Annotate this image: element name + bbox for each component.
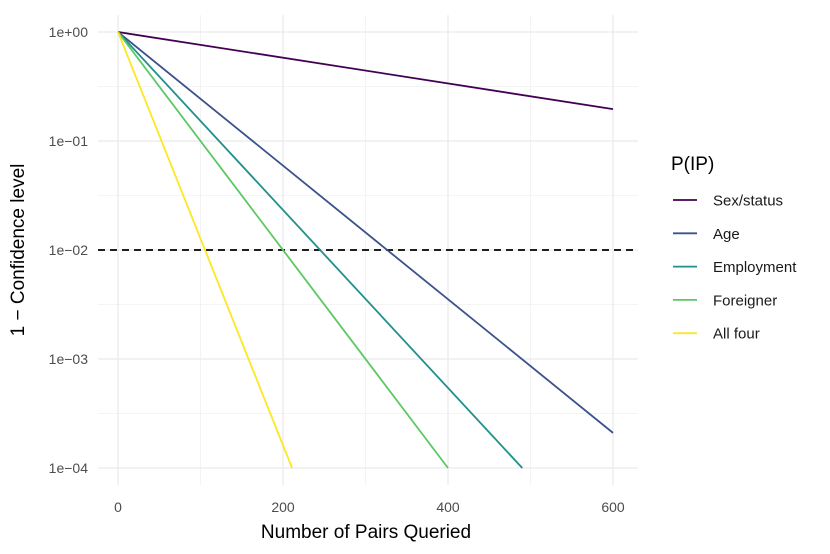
legend-label: Sex/status	[713, 193, 783, 210]
x-tick-label: 400	[436, 499, 460, 515]
minor-gridlines	[98, 15, 638, 485]
x-axis-ticks: 0 200 400 600	[114, 499, 625, 515]
legend-label: All four	[713, 326, 760, 343]
y-tick-label: 1e−01	[49, 133, 89, 149]
legend-label: Foreigner	[713, 292, 777, 309]
legend-label: Employment	[713, 259, 797, 276]
x-tick-label: 600	[601, 499, 625, 515]
y-axis-ticks: 1e+00 1e−01 1e−02 1e−03 1e−04	[49, 24, 89, 476]
y-tick-label: 1e−04	[49, 460, 89, 476]
series-line-sex-status	[117, 31, 614, 111]
y-tick-label: 1e+00	[49, 24, 89, 40]
series-line-foreigner	[117, 31, 449, 469]
y-axis-title: 1 − Confidence level	[8, 164, 29, 337]
legend-title: P(IP)	[671, 154, 714, 175]
series-line-all-four	[117, 31, 293, 469]
legend-label: Age	[713, 226, 740, 243]
y-tick-label: 1e−03	[49, 351, 89, 367]
y-tick-label: 1e−02	[49, 242, 89, 258]
series-line-age	[117, 31, 614, 434]
legend: P(IP) Sex/status Age Employment Foreigner Al…	[671, 154, 797, 343]
x-tick-label: 0	[114, 499, 122, 515]
series-lines	[117, 31, 614, 469]
x-tick-label: 200	[271, 499, 295, 515]
x-axis-title: Number of Pairs Queried	[261, 522, 471, 543]
series-line-employment	[117, 31, 523, 469]
